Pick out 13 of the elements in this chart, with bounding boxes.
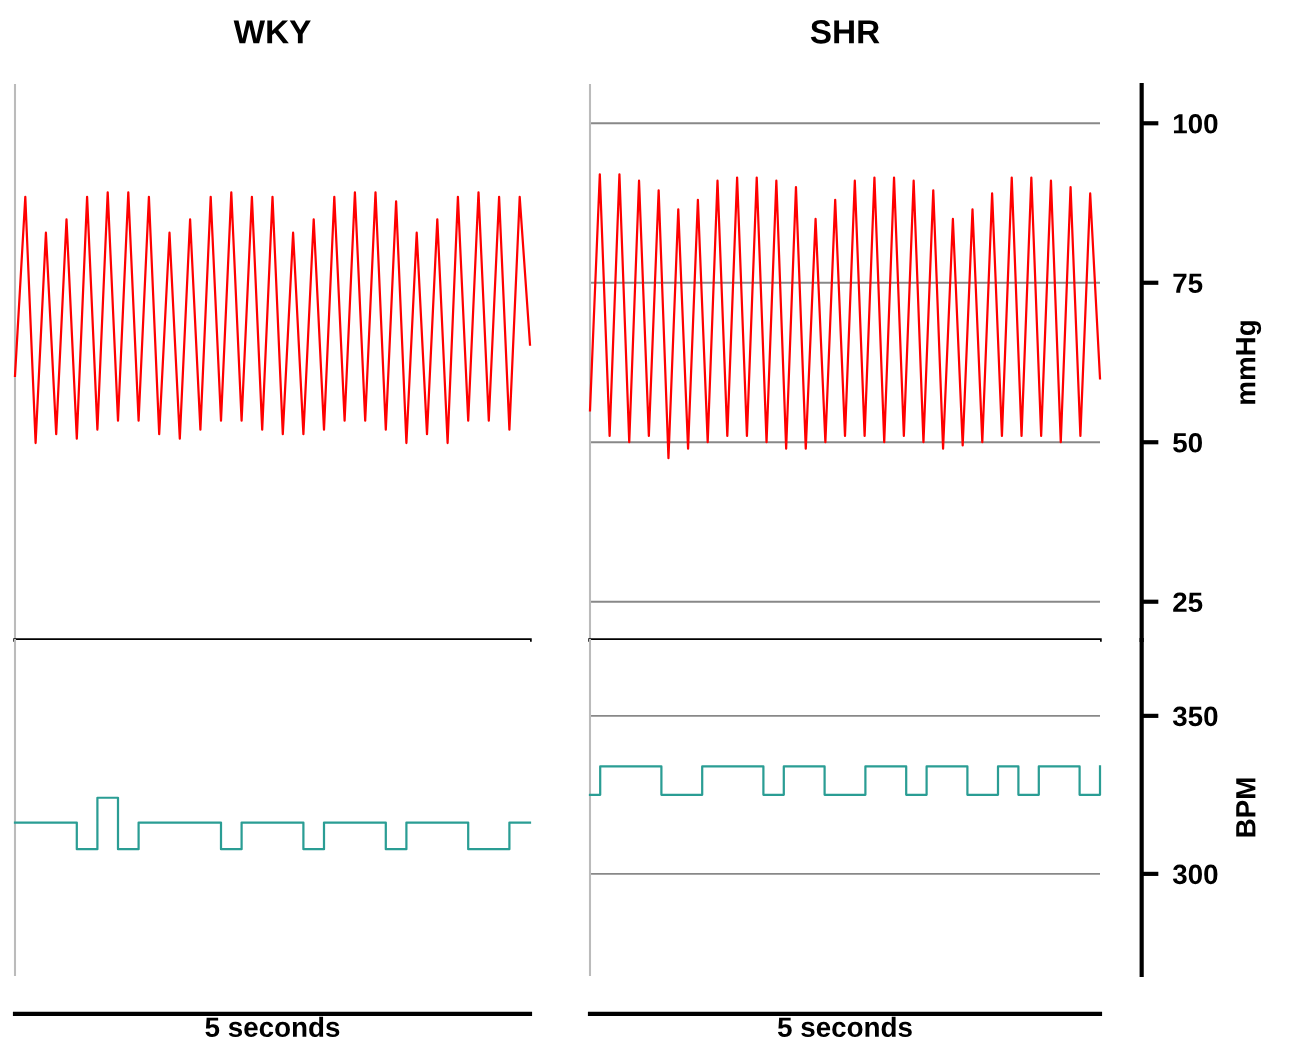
y-tick-label: 350 — [1172, 706, 1218, 727]
chart-title: WKY — [233, 20, 311, 44]
y-axis-title: BPM — [1236, 778, 1256, 837]
line-series — [588, 173, 1102, 460]
y-tick-label: 300 — [1172, 864, 1218, 885]
y-tick-label: 50 — [1173, 432, 1202, 453]
y-tick-label: 75 — [1173, 273, 1203, 294]
y-axis-title: mmHg — [1236, 321, 1262, 404]
y-tick-label: 25 — [1173, 592, 1203, 613]
x-axis-title: 5 seconds — [205, 1016, 340, 1038]
chart-title: SHR — [810, 20, 880, 44]
x-axis-title: 5 seconds — [777, 1016, 912, 1038]
y-tick-label: 100 — [1173, 113, 1218, 134]
